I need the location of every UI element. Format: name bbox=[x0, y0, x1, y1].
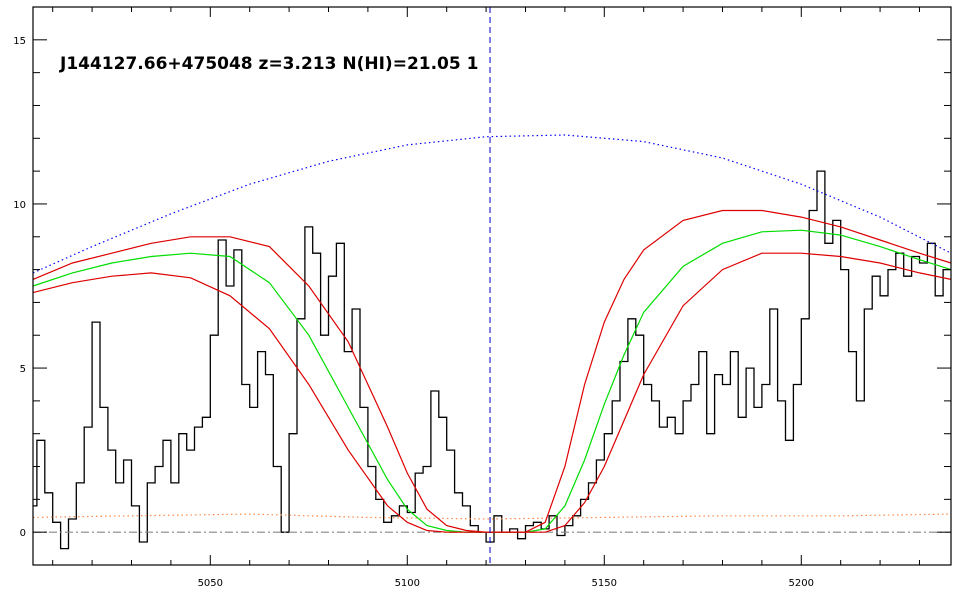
x-tick-label: 5200 bbox=[789, 578, 814, 589]
series-line-2 bbox=[32, 513, 952, 520]
chart-title: J144127.66+475048 z=3.213 N(HI)=21.05 1 bbox=[59, 54, 478, 74]
y-tick-label: 0 bbox=[20, 528, 26, 539]
series-line-5 bbox=[32, 209, 952, 533]
y-tick-label: 10 bbox=[13, 200, 26, 211]
x-tick-label: 5050 bbox=[198, 578, 223, 589]
tick-labels: 5050 5100 5150 5200 0 5 10 15 bbox=[13, 36, 814, 589]
y-tick-label: 15 bbox=[13, 36, 26, 47]
x-tick-label: 5150 bbox=[592, 578, 617, 589]
series-line-1 bbox=[32, 134, 952, 274]
series-line-6 bbox=[32, 252, 952, 533]
plot-frame bbox=[32, 6, 952, 566]
series-line-0 bbox=[33, 170, 951, 550]
series-layer bbox=[32, 134, 952, 550]
x-tick-label: 5100 bbox=[395, 578, 420, 589]
y-tick-label: 5 bbox=[20, 364, 26, 375]
